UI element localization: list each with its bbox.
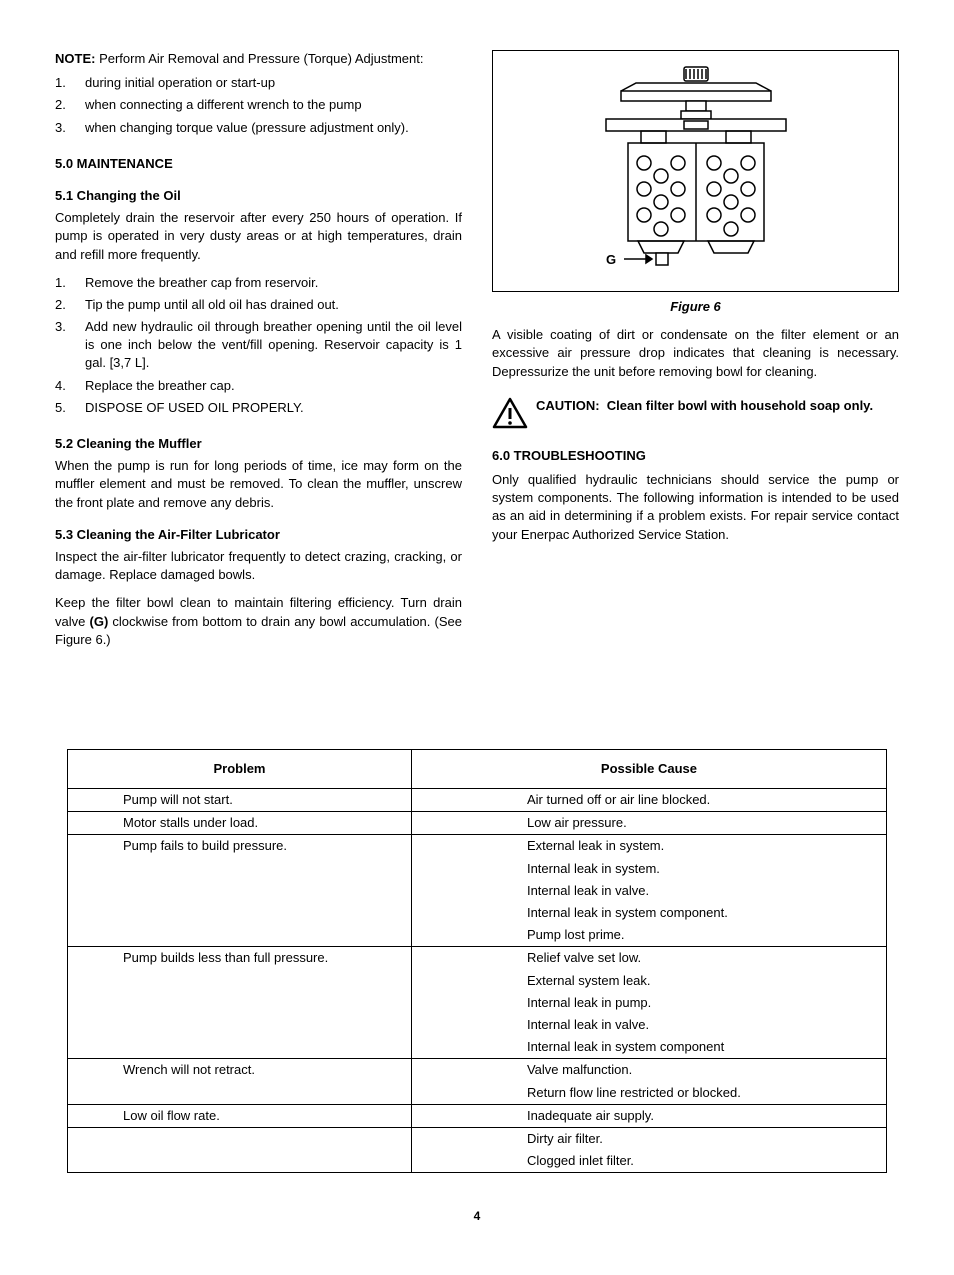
table-cell-problem (68, 902, 412, 924)
table-cell-problem (68, 1014, 412, 1036)
section-5-3-heading: 5.3 Cleaning the Air-Filter Lubricator (55, 526, 462, 544)
body-text: Keep the filter bowl clean to maintain f… (55, 594, 462, 649)
body-text: Inspect the air-filter lubricator freque… (55, 548, 462, 584)
list-item: Tip the pump until all old oil has drain… (55, 296, 462, 314)
table-cell-cause: Valve malfunction. (411, 1059, 886, 1082)
table-cell-cause: Return flow line restricted or blocked. (411, 1082, 886, 1105)
list-item: Remove the breather cap from reservoir. (55, 274, 462, 292)
table-cell-cause: Air turned off or air line blocked. (411, 789, 886, 812)
table-cell-cause: Internal leak in valve. (411, 1014, 886, 1036)
table-cell-cause: Internal leak in system component. (411, 902, 886, 924)
table-cell-problem (68, 1036, 412, 1059)
body-text: A visible coating of dirt or condensate … (492, 326, 899, 381)
table-cell-cause: Clogged inlet filter. (411, 1150, 886, 1173)
right-column: G Figure 6 A visible coating of dirt or … (492, 50, 899, 659)
table-cell-problem: Motor stalls under load. (68, 812, 412, 835)
table-cell-problem: Pump builds less than full pressure. (68, 947, 412, 970)
note-text: Perform Air Removal and Pressure (Torque… (99, 51, 423, 66)
table-cell-problem (68, 970, 412, 992)
table-cell-cause: Relief valve set low. (411, 947, 886, 970)
oil-steps-list: Remove the breather cap from reservoir. … (55, 274, 462, 417)
table-header-problem: Problem (68, 749, 412, 788)
body-text: Only qualified hydraulic technicians sho… (492, 471, 899, 544)
table-cell-cause: External leak in system. (411, 835, 886, 858)
table-cell-problem: Wrench will not retract. (68, 1059, 412, 1082)
note-label: NOTE: (55, 51, 95, 66)
table-cell-cause: Inadequate air supply. (411, 1104, 886, 1127)
caution-text: CAUTION: Clean filter bowl with househol… (536, 397, 899, 415)
table-cell-problem: Low oil flow rate. (68, 1104, 412, 1127)
list-item: during initial operation or start-up (55, 74, 462, 92)
list-item: DISPOSE OF USED OIL PROPERLY. (55, 399, 462, 417)
list-item: when changing torque value (pressure adj… (55, 119, 462, 137)
figure-6-diagram: G (566, 61, 826, 281)
section-5-1-heading: 5.1 Changing the Oil (55, 187, 462, 205)
body-text: Completely drain the reservoir after eve… (55, 209, 462, 264)
table-cell-problem (68, 924, 412, 947)
table-cell-problem (68, 1150, 412, 1173)
list-item: Replace the breather cap. (55, 377, 462, 395)
section-5-heading: 5.0 MAINTENANCE (55, 155, 462, 173)
figure-6-caption: Figure 6 (492, 298, 899, 316)
table-cell-cause: Pump lost prime. (411, 924, 886, 947)
table-cell-problem (68, 880, 412, 902)
table-header-cause: Possible Cause (411, 749, 886, 788)
table-cell-cause: Internal leak in system. (411, 858, 886, 880)
left-column: NOTE: Perform Air Removal and Pressure (… (55, 50, 462, 659)
table-cell-problem (68, 1127, 412, 1150)
table-cell-problem (68, 1082, 412, 1105)
table-cell-cause: Low air pressure. (411, 812, 886, 835)
list-item: Add new hydraulic oil through breather o… (55, 318, 462, 373)
table-cell-cause: Internal leak in valve. (411, 880, 886, 902)
page-number: 4 (55, 1208, 899, 1225)
note-list: during initial operation or start-up whe… (55, 74, 462, 137)
section-5-2-heading: 5.2 Cleaning the Muffler (55, 435, 462, 453)
table-cell-cause: External system leak. (411, 970, 886, 992)
section-6-heading: 6.0 TROUBLESHOOTING (492, 447, 899, 465)
table-cell-problem (68, 992, 412, 1014)
troubleshooting-table: Problem Possible Cause Pump will not sta… (67, 749, 887, 1173)
figure-label-g: G (606, 252, 616, 267)
table-cell-cause: Dirty air filter. (411, 1127, 886, 1150)
table-cell-cause: Internal leak in system component (411, 1036, 886, 1059)
table-cell-problem (68, 858, 412, 880)
body-text: When the pump is run for long periods of… (55, 457, 462, 512)
note-line: NOTE: Perform Air Removal and Pressure (… (55, 50, 462, 68)
table-cell-cause: Internal leak in pump. (411, 992, 886, 1014)
table-cell-problem: Pump fails to build pressure. (68, 835, 412, 858)
warning-icon (492, 397, 528, 429)
figure-6-box: G (492, 50, 899, 292)
table-cell-problem: Pump will not start. (68, 789, 412, 812)
ref-g: (G) (90, 614, 109, 629)
list-item: when connecting a different wrench to th… (55, 96, 462, 114)
caution-block: CAUTION: Clean filter bowl with househol… (492, 397, 899, 429)
